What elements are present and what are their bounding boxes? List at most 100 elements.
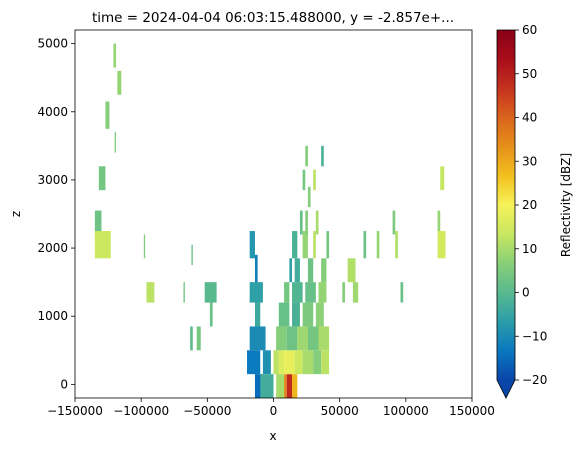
colorbar-extend-min	[497, 380, 515, 398]
heatmap-cell	[321, 258, 327, 283]
heatmap-cell	[313, 350, 322, 375]
colorbar-tick-label: 40	[522, 111, 537, 125]
heatmap-cell	[286, 326, 298, 351]
x-tick-label: −100000	[113, 404, 169, 418]
heatmap-cell	[305, 282, 316, 303]
heatmap-cell	[315, 302, 324, 327]
heatmap-cell	[307, 186, 311, 208]
heatmap-cell	[392, 210, 396, 235]
heatmap-cell	[117, 70, 122, 95]
heatmap-cell	[276, 374, 285, 398]
colorbar: −20 −10 0 10 20 30 40 50 60 Reflectivity [dBZ]	[496, 23, 573, 399]
heatmap-cell	[318, 282, 327, 303]
colorbar-tick-label: 10	[522, 242, 537, 256]
colorbar-tick-label: 60	[522, 23, 537, 37]
heatmap-cell	[302, 302, 314, 327]
heatmap-cell	[190, 326, 193, 351]
heatmap-cell	[292, 231, 298, 259]
heatmap-cell	[342, 282, 345, 303]
plot-background	[75, 30, 472, 398]
heatmap-cell	[286, 374, 293, 398]
heatmap-cell	[113, 43, 117, 68]
heatmap-cell	[292, 302, 300, 327]
heatmap-cell	[262, 350, 271, 375]
heatmap-cell	[254, 302, 261, 327]
heatmap-cell	[400, 282, 404, 303]
heatmap-cell	[254, 254, 258, 286]
heatmap-cell	[305, 145, 308, 167]
x-tick-label: 150000	[449, 404, 495, 418]
heatmap-cell	[143, 234, 146, 259]
heatmap-cell	[209, 302, 213, 327]
heatmap-cell	[284, 350, 295, 375]
heatmap-cell	[313, 231, 316, 259]
heatmap-cell	[294, 350, 303, 375]
heatmap-cell	[249, 326, 266, 351]
heatmap-cell	[292, 282, 303, 303]
colorbar-tick-label: 20	[522, 198, 537, 212]
heatmap-cell	[313, 169, 316, 191]
colorbar-tick-label: 30	[522, 154, 537, 168]
x-tick-label: −150000	[47, 404, 103, 418]
plot-area	[74, 29, 473, 399]
heatmap-cell	[278, 302, 290, 327]
colorbar-frame	[496, 29, 516, 399]
y-tick-label: 0	[60, 377, 68, 391]
colorbar-label: Reflectivity [dBZ]	[559, 153, 573, 257]
y-axis-ticks: 0 1000 2000 3000 4000 5000	[37, 37, 75, 391]
x-tick-label: 0	[270, 404, 278, 418]
heatmap-cell	[94, 210, 102, 235]
x-axis-ticks: −150000 −100000 −50000 0 50000 100000 150000	[47, 398, 495, 418]
heatmap-cell	[254, 374, 263, 398]
heatmap-cell	[302, 231, 308, 259]
heatmap-cell	[278, 350, 285, 375]
y-tick-label: 1000	[37, 309, 68, 323]
heatmap-cell	[196, 326, 201, 351]
colorbar-tick-label: 50	[522, 67, 537, 81]
heatmap-cell	[94, 231, 111, 259]
y-tick-label: 5000	[37, 37, 68, 51]
colorbar-tick-label: 0	[522, 286, 530, 300]
colorbar-tick-label: −20	[522, 373, 547, 387]
heatmap-cells	[94, 43, 446, 398]
heatmap-cell	[318, 326, 330, 351]
heatmap-cell	[299, 210, 303, 235]
chart-title: time = 2024-04-04 06:03:15.488000, y = -…	[92, 10, 454, 26]
x-tick-label: −50000	[183, 404, 231, 418]
heatmap-cell	[305, 210, 308, 235]
heatmap-cell	[146, 282, 155, 303]
heatmap-cell	[437, 231, 446, 259]
heatmap-cell	[284, 282, 290, 303]
heatmap-cell	[302, 350, 314, 375]
heatmap-cell	[437, 210, 441, 235]
colorbar-tick-label: −10	[522, 329, 547, 343]
heatmap-cell	[114, 132, 117, 153]
heatmap-cell	[276, 326, 287, 351]
heatmap-cell	[321, 145, 324, 167]
heatmap-cell	[376, 231, 380, 259]
heatmap-cell	[204, 282, 217, 303]
heatmap-cell	[98, 166, 106, 191]
heatmap-cell	[249, 282, 263, 303]
heatmap-cell	[289, 258, 293, 283]
heatmap-cell	[315, 210, 319, 235]
heatmap-cell	[249, 231, 255, 259]
x-axis-label: x	[269, 429, 276, 443]
heatmap-cell	[326, 231, 330, 259]
heatmap-cell	[307, 258, 314, 283]
heatmap-cell	[191, 244, 193, 266]
x-tick-label: 50000	[321, 404, 359, 418]
x-tick-label: 100000	[383, 404, 429, 418]
heatmap-cell	[352, 282, 359, 303]
heatmap-cell	[273, 350, 279, 375]
heatmap-cell	[292, 374, 298, 398]
heatmap-cell	[363, 231, 367, 259]
heatmap-cell	[105, 101, 110, 129]
heatmap-cell	[321, 350, 330, 375]
heatmap-cell	[307, 326, 319, 351]
heatmap-cell	[395, 231, 398, 259]
y-tick-label: 2000	[37, 241, 68, 255]
heatmap-cell	[247, 350, 261, 375]
heatmap-cell	[294, 258, 300, 283]
